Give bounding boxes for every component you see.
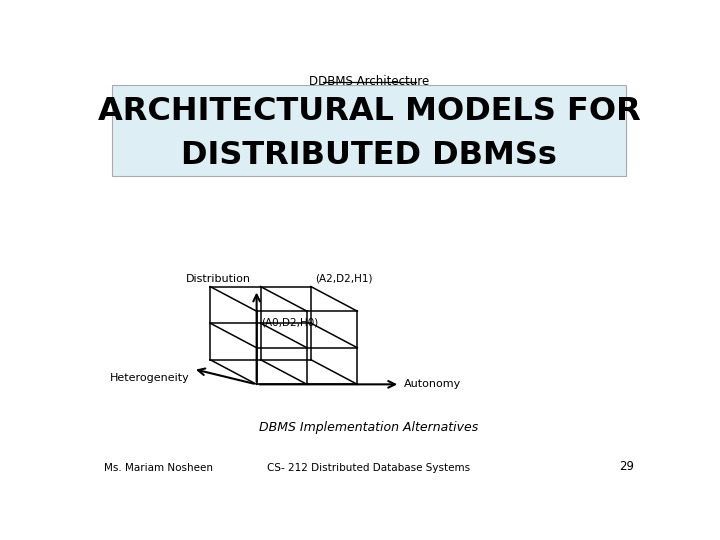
Text: 29: 29 xyxy=(619,460,634,473)
Text: (A2,D2,H1): (A2,D2,H1) xyxy=(315,273,373,284)
FancyBboxPatch shape xyxy=(112,85,626,176)
Text: Heterogeneity: Heterogeneity xyxy=(109,373,189,383)
Text: Ms. Mariam Nosheen: Ms. Mariam Nosheen xyxy=(104,463,213,473)
Text: DBMS Implementation Alternatives: DBMS Implementation Alternatives xyxy=(259,421,479,434)
Text: (A0,D2,H0): (A0,D2,H0) xyxy=(261,318,318,327)
Text: DISTRIBUTED DBMSs: DISTRIBUTED DBMSs xyxy=(181,140,557,171)
Text: ARCHITECTURAL MODELS FOR: ARCHITECTURAL MODELS FOR xyxy=(98,96,640,126)
Text: DDBMS Architecture: DDBMS Architecture xyxy=(309,75,429,88)
Text: CS- 212 Distributed Database Systems: CS- 212 Distributed Database Systems xyxy=(267,463,471,473)
Text: Autonomy: Autonomy xyxy=(404,379,461,389)
Text: Distribution: Distribution xyxy=(186,274,251,284)
